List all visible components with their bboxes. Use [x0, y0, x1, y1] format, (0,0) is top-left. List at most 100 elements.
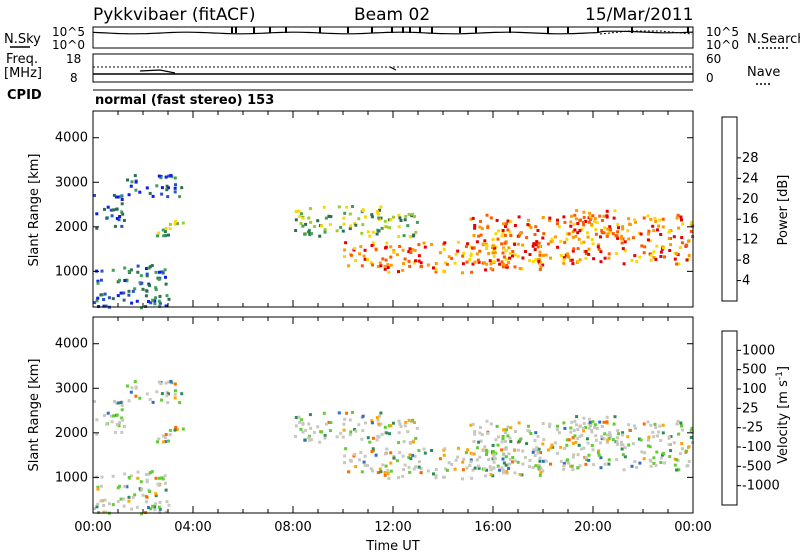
power-cell	[657, 224, 661, 228]
velocity-cell	[675, 468, 679, 472]
velocity-cell	[506, 425, 510, 429]
power-cell	[294, 210, 298, 213]
power-cell	[408, 247, 412, 251]
power-cell	[478, 225, 482, 229]
power-cell	[406, 224, 410, 228]
power-cell	[676, 213, 680, 217]
velocity-cell	[153, 505, 157, 509]
velocity-cell	[596, 451, 600, 455]
velocity-cell	[497, 435, 501, 439]
power-cell	[122, 298, 126, 302]
power-cell	[672, 235, 676, 239]
power-cell	[375, 210, 379, 214]
velocity-cell	[477, 466, 481, 470]
freq-unit: [MHz]	[4, 66, 42, 81]
velocity-cell	[623, 455, 627, 459]
velocity-cell	[550, 443, 554, 447]
power-cell	[104, 304, 108, 308]
power-cell	[613, 209, 617, 213]
power-cell	[369, 261, 373, 265]
power-cell	[493, 251, 497, 255]
velocity-cell	[589, 422, 593, 426]
power-cell	[158, 301, 162, 305]
power-cell	[341, 229, 345, 233]
velocity-cell	[461, 468, 465, 472]
power-cell	[167, 297, 171, 301]
velocity-cell	[667, 442, 671, 446]
power-cell	[102, 304, 106, 308]
power-cell	[620, 234, 623, 238]
velocity-cell	[495, 424, 499, 428]
power-cell	[605, 234, 609, 238]
power-cell	[378, 261, 382, 265]
power-cell	[389, 218, 393, 222]
velocity-cell	[397, 441, 401, 445]
power-cell	[492, 249, 496, 252]
velocity-cell	[576, 437, 580, 441]
velocity-cell	[106, 411, 110, 415]
power-cell	[139, 274, 143, 278]
power-cell	[659, 255, 663, 258]
velocity-cell	[299, 427, 303, 431]
power-cell	[327, 215, 331, 218]
power-cell	[133, 174, 137, 178]
velocity-cell	[434, 468, 438, 471]
power-cell	[677, 226, 681, 230]
velocity-cell	[656, 434, 659, 438]
power-cell	[485, 262, 489, 266]
velocity-cell	[469, 451, 473, 455]
power-cell	[339, 225, 343, 229]
velocity-cell	[120, 408, 124, 412]
velocity-cell	[417, 465, 421, 469]
power-cell	[659, 233, 663, 236]
velocity-cell	[417, 449, 421, 453]
power-cell	[575, 209, 579, 213]
power-cell	[638, 255, 642, 259]
velocity-cell	[385, 431, 389, 435]
power-cell	[503, 241, 507, 245]
velocity-cell	[663, 461, 666, 465]
power-cell	[145, 267, 148, 270]
power-cell	[407, 259, 411, 263]
power-cell	[159, 176, 163, 180]
power-cell	[343, 211, 347, 215]
power-cell	[519, 231, 522, 235]
power-cell	[611, 232, 615, 236]
velocity-cell	[640, 450, 644, 454]
velocity-cell	[95, 432, 99, 436]
power-cell	[476, 258, 480, 262]
velocity-cell	[389, 424, 393, 428]
power-cell	[528, 259, 531, 263]
power-cell	[337, 205, 341, 209]
velocity-cell	[588, 420, 592, 424]
power-cell	[605, 214, 609, 218]
velocity-cell	[513, 430, 517, 433]
velocity-cell	[411, 440, 415, 444]
velocity-cell	[374, 453, 378, 457]
power-cell	[556, 218, 559, 222]
power-cell	[661, 217, 665, 221]
power-cell	[150, 264, 154, 268]
power-cell	[633, 254, 637, 258]
power-cell	[553, 235, 557, 239]
velocity-cell	[481, 449, 485, 453]
velocity-ytick-label: 2000	[55, 426, 88, 441]
power-cell	[597, 247, 601, 251]
velocity-cell	[661, 423, 665, 427]
velocity-cell	[471, 468, 475, 472]
velocity-cell	[384, 452, 387, 456]
velocity-cell	[509, 440, 513, 443]
power-cell	[511, 254, 514, 258]
power-cell	[470, 270, 474, 274]
power-cell	[147, 300, 150, 304]
power-cell	[623, 240, 627, 244]
power-cell	[432, 266, 435, 270]
velocity-frame	[92, 316, 694, 514]
velocity-cell	[528, 429, 531, 433]
velocity-cell	[294, 435, 298, 438]
velocity-cell	[571, 468, 575, 472]
velocity-cell	[492, 450, 496, 454]
velocity-cell	[461, 477, 464, 481]
velocity-cell	[462, 457, 466, 461]
power-colorbar-tick-label: 24	[742, 171, 759, 186]
